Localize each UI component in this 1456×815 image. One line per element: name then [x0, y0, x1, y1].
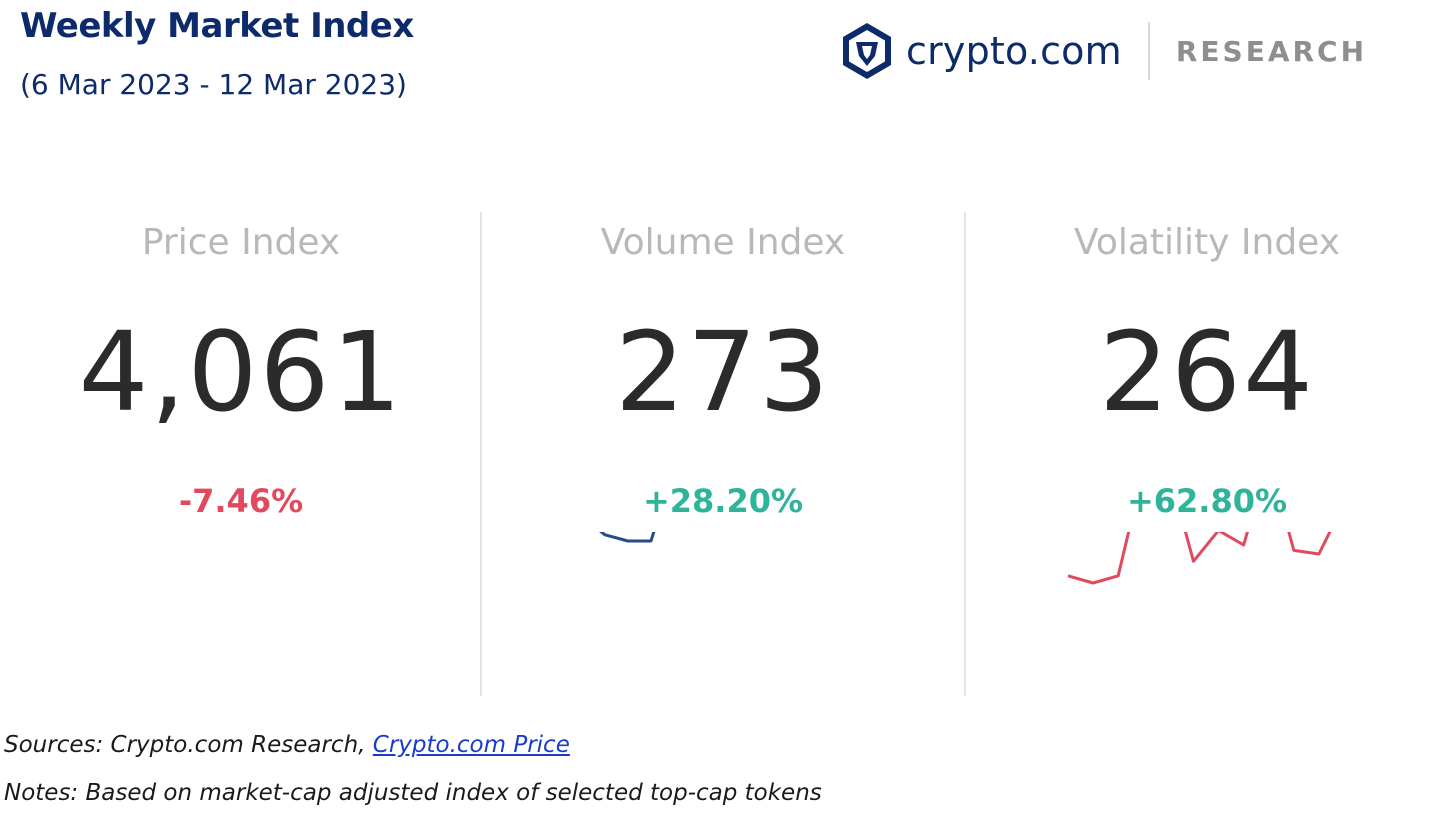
date-range-subtitle: (6 Mar 2023 - 12 Mar 2023)	[20, 68, 407, 101]
chart-title: Weekly Market Index	[20, 6, 414, 46]
volume-index-panel: Volume Index 273 +28.20%	[482, 212, 964, 696]
panel-title: Volume Index	[600, 222, 846, 263]
volume-sparkline	[599, 532, 656, 543]
column-divider	[964, 212, 966, 696]
panel-change: +62.80%	[1126, 482, 1288, 520]
brand-name: crypto.com	[906, 29, 1122, 73]
brand-header: crypto.com RESEARCH	[842, 20, 1367, 82]
volatility-sparkline	[1067, 532, 1332, 585]
sparkline-series	[1067, 532, 1332, 585]
sources-prefix: Sources: Crypto.com Research,	[4, 732, 373, 758]
price-sparkline	[0, 532, 482, 682]
panel-change: +28.20%	[642, 482, 804, 520]
panel-value: 4,061	[78, 308, 404, 436]
crypto-com-logo-icon	[843, 23, 891, 79]
brand-research-tag: RESEARCH	[1175, 34, 1368, 68]
price-index-panel: Price Index 4,061 -7.46%	[0, 212, 482, 696]
column-divider	[480, 212, 482, 696]
sparkline-series	[599, 532, 656, 543]
notes-text: Notes: Based on market-cap adjusted inde…	[4, 780, 822, 806]
sources-note: Sources: Crypto.com Research, Crypto.com…	[4, 732, 570, 758]
panel-value: 273	[615, 308, 831, 436]
panel-title: Price Index	[141, 222, 341, 263]
panel-change: -7.46%	[178, 482, 304, 520]
panel-value: 264	[1099, 308, 1315, 436]
sources-link[interactable]: Crypto.com Price	[372, 732, 570, 758]
brand-divider	[1147, 22, 1150, 80]
volatility-index-panel: Volatility Index 264 +62.80%	[966, 212, 1448, 696]
panel-title: Volatility Index	[1073, 222, 1340, 263]
